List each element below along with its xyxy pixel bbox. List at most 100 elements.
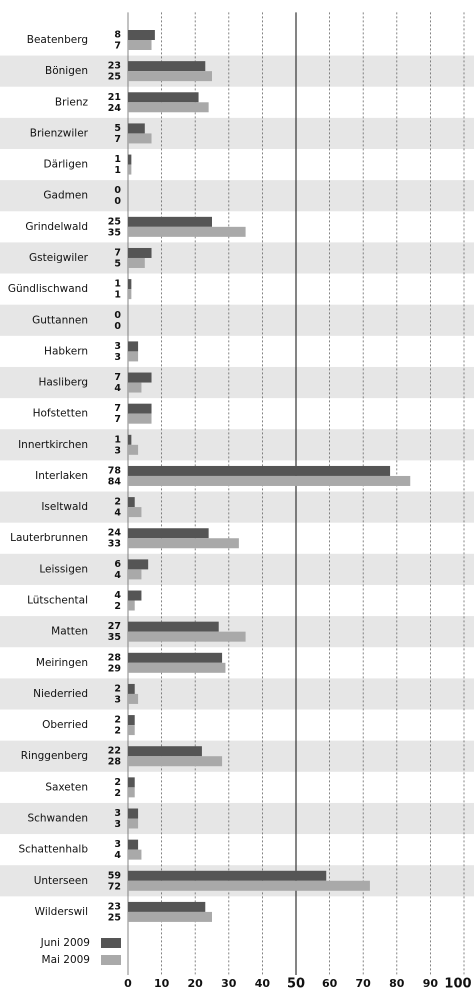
bar [128, 475, 411, 486]
value-label: 1 [114, 154, 121, 165]
value-label: 4 [114, 383, 121, 394]
value-label: 3 [114, 445, 121, 456]
category-label: Bönigen [45, 65, 88, 77]
category-label: Schwanden [27, 813, 88, 825]
legend-swatch [101, 938, 121, 948]
value-label: 2 [114, 715, 121, 726]
value-label: 29 [108, 663, 121, 674]
value-label: 7 [114, 372, 121, 383]
bar [128, 839, 139, 850]
row-band [0, 180, 474, 212]
value-label: 3 [114, 694, 121, 705]
x-tick-label: 90 [423, 977, 439, 990]
category-label: Gündlischwand [8, 283, 88, 295]
value-label: 25 [108, 216, 121, 227]
row-band [0, 242, 474, 274]
value-label: 7 [114, 134, 121, 145]
bar [128, 92, 199, 103]
category-label: Lauterbrunnen [10, 532, 88, 544]
value-label: 5 [114, 258, 121, 269]
value-label: 25 [108, 72, 121, 83]
bar [128, 725, 135, 736]
value-label: 4 [114, 850, 121, 861]
category-label: Brienz [55, 96, 89, 108]
bar [128, 787, 135, 798]
bar [128, 901, 206, 912]
x-tick-label: 10 [154, 977, 170, 990]
value-label: 7 [114, 247, 121, 258]
category-label: Grindelwald [25, 221, 88, 233]
bar [128, 351, 139, 362]
bar [128, 279, 132, 290]
category-label: Hofstetten [33, 408, 88, 420]
row-band [0, 366, 474, 399]
bar [128, 746, 202, 757]
row-band [0, 55, 474, 87]
bar [128, 413, 152, 424]
category-label: Habkern [44, 345, 88, 357]
row-band [0, 678, 474, 710]
bar [128, 257, 145, 268]
value-label: 35 [108, 632, 121, 643]
value-label: 23 [108, 901, 121, 912]
category-label: Leissigen [39, 563, 88, 575]
bar [128, 434, 132, 445]
value-label: 72 [108, 881, 121, 892]
bar [128, 559, 149, 570]
value-label: 3 [114, 808, 121, 819]
bar [128, 133, 152, 144]
category-label: Oberried [42, 719, 88, 731]
row-band [0, 740, 474, 772]
legend-label: Mai 2009 [42, 954, 90, 966]
bar [128, 693, 139, 704]
value-label: 84 [108, 476, 122, 487]
bar [128, 538, 239, 549]
category-label: Guttannen [32, 314, 88, 326]
value-label: 28 [108, 757, 122, 768]
category-label: Gsteigwiler [29, 252, 89, 264]
row-band [0, 802, 474, 835]
row-band [0, 491, 474, 523]
row-band [0, 429, 474, 461]
bar [128, 507, 142, 518]
value-label: 3 [114, 352, 121, 363]
value-label: 5 [114, 123, 121, 134]
value-label: 2 [114, 777, 121, 788]
value-label: 8 [114, 30, 121, 41]
category-label: Beatenberg [27, 34, 88, 46]
bar [128, 600, 135, 611]
value-label: 25 [108, 912, 121, 923]
value-label: 35 [108, 227, 121, 238]
bar [128, 123, 145, 134]
value-label: 1 [114, 279, 121, 290]
bar [128, 71, 212, 82]
category-label: Lütschental [27, 595, 88, 607]
bar [128, 652, 223, 663]
x-tick-label: 70 [356, 977, 372, 990]
bar [128, 61, 206, 72]
value-label: 27 [108, 621, 121, 632]
bar [128, 247, 152, 258]
bar [128, 662, 226, 673]
x-tick-label: 50 [287, 977, 305, 992]
bar [128, 880, 370, 891]
row-band [0, 553, 474, 585]
legend-label: Juni 2009 [40, 937, 90, 949]
bar [128, 372, 152, 383]
bar [128, 497, 135, 508]
category-label: Gadmen [43, 190, 88, 202]
category-label: Saxeten [45, 781, 88, 793]
value-label: 6 [114, 559, 121, 570]
value-label: 7 [114, 414, 121, 425]
bar [128, 40, 152, 50]
value-label: 1 [114, 434, 121, 445]
bar [128, 444, 139, 455]
value-label: 3 [114, 839, 121, 850]
x-tick-label: 20 [188, 977, 204, 990]
value-label: 3 [114, 819, 121, 830]
bar [128, 465, 391, 476]
value-label: 4 [114, 508, 121, 519]
bar [128, 818, 139, 829]
bar [128, 870, 327, 881]
